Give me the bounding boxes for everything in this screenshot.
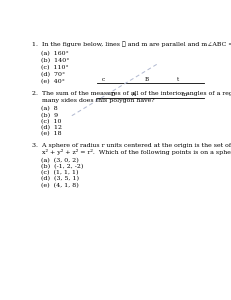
Text: c: c [102, 77, 105, 82]
Text: (e)  18: (e) 18 [41, 131, 62, 136]
Text: many sides does this polygon have?: many sides does this polygon have? [32, 98, 155, 104]
Text: (d)  (3, 5, 1): (d) (3, 5, 1) [41, 176, 79, 181]
Text: 3.  A sphere of radius r units centered at the origin is the set of all points (: 3. A sphere of radius r units centered a… [32, 142, 231, 148]
Text: t: t [177, 77, 179, 82]
Text: (a)  160°: (a) 160° [41, 51, 69, 56]
Text: (b)  140°: (b) 140° [41, 58, 70, 64]
Text: (c)  110°: (c) 110° [41, 65, 69, 70]
Text: (e)  40°: (e) 40° [41, 79, 65, 84]
Text: (d)  12: (d) 12 [41, 125, 62, 130]
Text: 1.  In the figure below, lines ℓ and m are parallel and m∠ABC = 70°.  What is m∠: 1. In the figure below, lines ℓ and m ar… [32, 42, 231, 47]
Text: D: D [111, 92, 115, 97]
Text: x² + y² + z² = r².  Which of the following points is on a sphere whose radius is: x² + y² + z² = r². Which of the followin… [32, 149, 231, 155]
Text: (a)  (3, 0, 2): (a) (3, 0, 2) [41, 158, 79, 163]
Text: 2.  The sum of the measures of all of the interior angles of a regular polygon i: 2. The sum of the measures of all of the… [32, 92, 231, 96]
Text: (b)  9: (b) 9 [41, 113, 58, 118]
Text: B: B [145, 77, 149, 82]
Text: (c)  (1, 1, 1): (c) (1, 1, 1) [41, 170, 79, 176]
Text: (d)  70°: (d) 70° [41, 72, 66, 77]
Text: (a)  8: (a) 8 [41, 106, 58, 112]
Text: (c)  10: (c) 10 [41, 119, 62, 124]
Text: (e)  (4, 1, 8): (e) (4, 1, 8) [41, 183, 79, 188]
Text: (b)  (-1, 2, -2): (b) (-1, 2, -2) [41, 164, 84, 169]
Text: m: m [182, 92, 187, 97]
Text: A: A [131, 92, 135, 97]
